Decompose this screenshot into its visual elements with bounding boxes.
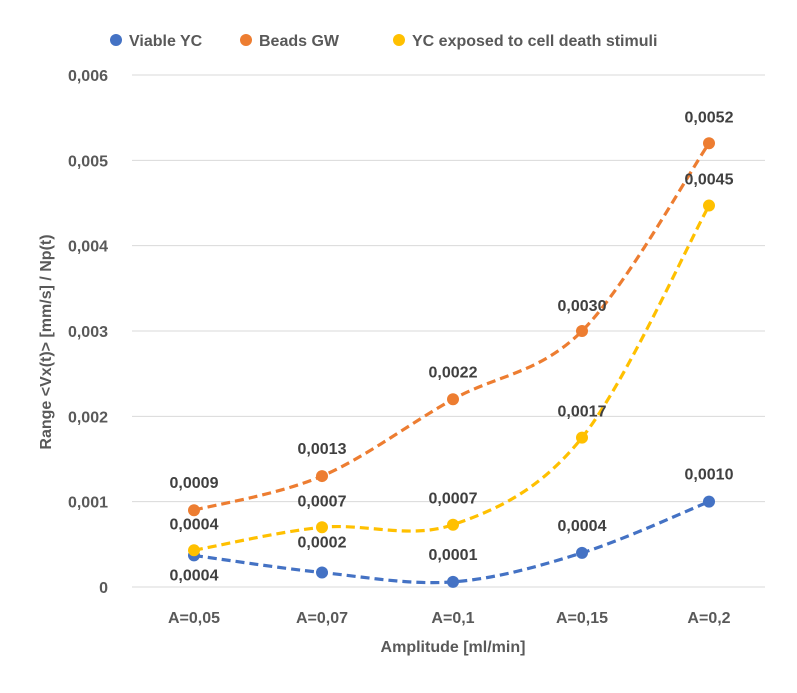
legend-marker <box>240 34 252 46</box>
data-label: 0,0022 <box>429 364 478 381</box>
data-label: 0,0013 <box>298 441 347 458</box>
data-point <box>447 575 459 588</box>
data-point <box>447 393 459 406</box>
data-point <box>703 137 715 150</box>
data-label: 0,0052 <box>685 109 734 126</box>
legend-marker <box>393 34 405 46</box>
x-axis-ticks: A=0,05 A=0,07 A=0,1 A=0,15 A=0,2 <box>168 610 731 627</box>
data-labels: 0,0004 0,0002 0,0001 0,0004 0,0010 0,0009 0,00… <box>170 109 734 584</box>
gridlines <box>132 74 765 588</box>
legend-label: Beads GW <box>259 33 340 50</box>
data-label: 0,0009 <box>170 475 219 492</box>
data-point <box>447 518 459 531</box>
data-point <box>316 566 328 579</box>
data-label: 0,0001 <box>429 547 478 564</box>
y-tick-label: 0,005 <box>68 153 108 170</box>
data-point <box>576 325 588 337</box>
data-label: 0,0010 <box>685 467 734 484</box>
data-label: 0,0002 <box>298 534 347 551</box>
y-tick-label: 0,002 <box>68 409 108 426</box>
y-tick-label: 0 <box>99 580 108 597</box>
data-label: 0,0004 <box>170 516 219 533</box>
y-tick-label: 0,003 <box>68 324 108 341</box>
data-point <box>576 431 588 444</box>
data-point <box>576 546 588 559</box>
y-tick-label: 0,004 <box>68 239 108 256</box>
data-point <box>703 199 715 212</box>
legend: Viable YC Beads GW YC exposed to cell deat… <box>110 33 657 50</box>
series-line <box>193 500 710 585</box>
data-label: 0,0004 <box>170 567 219 584</box>
x-tick-label: A=0,2 <box>687 610 730 627</box>
series-line <box>193 204 711 552</box>
data-point <box>703 495 715 508</box>
series-line <box>193 142 711 512</box>
data-label: 0,0030 <box>558 298 607 315</box>
data-point <box>188 544 200 557</box>
legend-label: YC exposed to cell death stimuli <box>412 33 657 50</box>
data-point <box>316 521 328 534</box>
data-label: 0,0007 <box>429 491 478 508</box>
legend-marker <box>110 34 122 46</box>
data-label: 0,0007 <box>298 493 347 510</box>
legend-label: Viable YC <box>129 33 203 50</box>
data-label: 0,0004 <box>558 518 607 535</box>
data-point <box>316 470 328 483</box>
x-tick-label: A=0,15 <box>556 610 608 627</box>
y-tick-label: 0,006 <box>68 68 108 85</box>
data-label: 0,0045 <box>685 172 734 189</box>
y-tick-label: 0,001 <box>68 495 108 512</box>
y-axis-ticks: 0 0,001 0,002 0,003 0,004 0,005 0,006 <box>68 68 108 597</box>
x-tick-label: A=0,1 <box>431 610 474 627</box>
x-tick-label: A=0,05 <box>168 610 220 627</box>
x-tick-label: A=0,07 <box>296 610 348 627</box>
data-label: 0,0017 <box>558 404 607 421</box>
y-axis-title: Range <Vx(t)> [mm/s] / Np(t) <box>38 234 55 449</box>
x-axis-title: Amplitude [ml/min] <box>381 639 526 656</box>
data-point <box>188 504 200 517</box>
series-layer <box>188 137 715 588</box>
